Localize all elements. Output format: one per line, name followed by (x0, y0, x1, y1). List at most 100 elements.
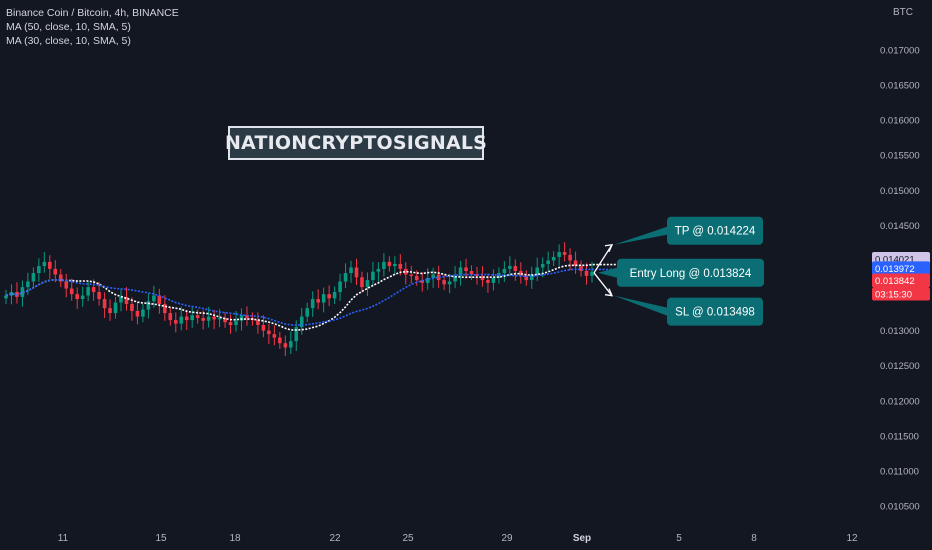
candle (584, 270, 589, 276)
tp-callout[interactable] (667, 216, 763, 245)
candle (529, 274, 534, 281)
y-tick-label: 0.011500 (880, 431, 919, 442)
candle (130, 303, 134, 311)
candle (475, 274, 479, 276)
candle (163, 303, 167, 314)
candle (239, 315, 244, 321)
entry-callout-label: Entry Long @ 0.013824 (630, 268, 752, 280)
candle (102, 299, 107, 309)
candle (431, 274, 435, 278)
candle (190, 315, 195, 321)
candle (579, 266, 583, 271)
candle (179, 316, 184, 324)
candle (447, 281, 452, 285)
candle (283, 343, 288, 348)
candle (562, 252, 567, 255)
tp-callout-pointer (614, 226, 667, 245)
candle (75, 294, 79, 300)
candle (201, 317, 205, 321)
countdown-label (872, 287, 930, 301)
x-tick-label: 22 (329, 533, 341, 544)
time-axis[interactable] (0, 522, 932, 550)
candle (168, 313, 173, 321)
candle (256, 320, 260, 326)
candle (206, 316, 211, 321)
candle (184, 316, 189, 321)
candle (398, 263, 403, 269)
candle (124, 296, 129, 304)
candle (502, 268, 507, 274)
sl-arrow-head (604, 288, 614, 297)
watermark-label: NATIONCRYPTOSIGNALS (225, 126, 487, 160)
price-label (872, 273, 930, 288)
candle (409, 274, 414, 276)
candle (212, 316, 216, 320)
y-tick-label: 0.017000 (880, 46, 920, 57)
candle (480, 275, 485, 281)
candle (540, 263, 545, 268)
entry-callout-pointer (598, 267, 617, 278)
candle (458, 267, 463, 276)
candle (453, 275, 457, 282)
price-label-text: 0.013842 (875, 276, 915, 287)
y-tick-label: 0.015000 (880, 186, 920, 197)
y-tick-label: 0.016500 (880, 81, 920, 92)
candle (37, 266, 41, 274)
y-tick-label: 0.013000 (880, 326, 920, 337)
y-tick-label: 0.016000 (880, 116, 920, 127)
candle (557, 252, 561, 257)
candle (69, 288, 74, 295)
candle (491, 278, 496, 283)
candle (223, 317, 227, 323)
candle (228, 322, 233, 326)
candle (469, 270, 474, 275)
candle (436, 274, 441, 281)
candle (234, 320, 238, 326)
candle (590, 271, 594, 276)
symbol-title[interactable]: Binance Coin / Bitcoin, 4h, BINANCE (6, 7, 179, 19)
candle (42, 261, 47, 267)
candle (365, 280, 370, 288)
candle (568, 254, 572, 261)
candle (508, 266, 512, 269)
candle (261, 325, 266, 331)
candle (245, 315, 249, 318)
sl-callout[interactable] (667, 297, 763, 326)
x-tick-label: 18 (229, 533, 241, 544)
candle (382, 261, 386, 269)
candle (338, 281, 342, 293)
candle (332, 292, 337, 299)
candle (91, 287, 96, 293)
candle (299, 316, 304, 328)
candle (316, 299, 320, 303)
ma30-line[interactable] (5, 268, 640, 326)
entry-callout[interactable] (617, 258, 764, 287)
candle (157, 295, 162, 304)
candle (310, 299, 315, 309)
candle (288, 341, 293, 348)
candle (108, 308, 112, 314)
candle (305, 308, 310, 317)
candle (414, 275, 419, 281)
x-tick-label: 25 (402, 533, 414, 544)
sl-arrow (593, 272, 613, 297)
candle (113, 302, 118, 314)
tp-callout-label: TP @ 0.014224 (675, 226, 756, 238)
ma30-legend[interactable]: MA (30, close, 10, SMA, 5) (6, 35, 131, 47)
candle (519, 270, 523, 276)
candle (4, 295, 8, 299)
ma50-legend[interactable]: MA (50, close, 10, SMA, 5) (6, 21, 131, 33)
candle (349, 267, 353, 274)
y-tick-label: 0.014500 (880, 221, 920, 232)
candle (272, 334, 277, 338)
sl-callout-pointer (614, 295, 667, 316)
candle (371, 271, 375, 281)
candle (86, 287, 90, 296)
candle (551, 256, 556, 261)
candle (20, 287, 25, 297)
x-tick-label: 15 (155, 533, 167, 544)
chart-legend: Binance Coin / Bitcoin, 4h, BINANCE MA (… (6, 6, 179, 48)
x-tick-label: 8 (751, 533, 757, 544)
